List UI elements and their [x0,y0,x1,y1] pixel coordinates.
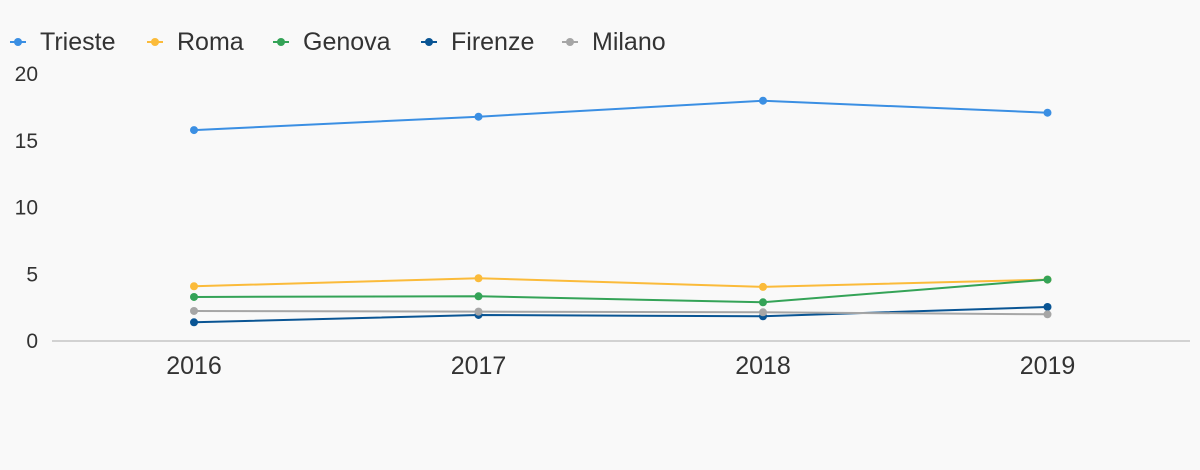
data-point [474,307,483,316]
y-tick-label: 0 [26,330,38,353]
series-line [193,305,1048,324]
data-point [474,112,483,121]
data-point [1043,310,1052,319]
x-tick-label: 2017 [451,352,507,380]
series-trieste [190,96,1052,135]
legend-marker-dot [566,38,574,46]
legend-marker-dot [151,38,159,46]
x-tick-label: 2018 [735,352,791,380]
legend-item-roma[interactable]: Roma [147,28,244,56]
legend-label: Firenze [451,28,534,56]
data-point [190,126,198,135]
y-tick-label: 20 [15,63,38,86]
legend-marker-dot [277,38,285,46]
data-point [759,298,767,307]
data-point [190,292,198,301]
series-line [193,277,1048,288]
legend-item-trieste[interactable]: Trieste [10,28,115,56]
series-group [190,96,1052,327]
data-point [1043,108,1052,117]
legend-label: Milano [592,28,666,56]
x-tick-label: 2019 [1020,352,1076,380]
data-point [759,308,767,317]
data-point [759,282,767,291]
legend-marker-dot [14,38,22,46]
data-point [474,292,483,301]
legend-marker-dot [425,38,433,46]
legend-item-milano[interactable]: Milano [562,28,666,56]
legend-label: Genova [303,28,391,56]
series-line [193,278,1048,304]
y-axis-ticks: 0 5 10 15 20 [15,63,38,353]
series-line [193,309,1048,316]
legend-item-genova[interactable]: Genova [273,28,391,56]
series-line [193,99,1048,132]
series-roma [190,274,1052,291]
legend-label: Roma [177,28,244,56]
legend: Trieste Roma Genova Firenze Milano [10,28,666,56]
y-tick-label: 10 [15,197,38,220]
series-firenze [190,302,1052,327]
data-point [759,96,767,105]
x-tick-label: 2016 [166,352,222,380]
data-point [1043,275,1052,284]
data-point [190,282,198,291]
legend-item-firenze[interactable]: Firenze [421,28,534,56]
data-point [190,306,198,315]
y-tick-label: 5 [26,263,38,286]
series-milano [190,306,1052,319]
data-point [474,274,483,283]
x-axis-ticks: 2016 2017 2018 2019 [166,352,1075,380]
data-point [190,318,198,327]
series-genova [190,275,1052,307]
y-tick-label: 15 [15,130,38,153]
data-point [1043,302,1052,311]
legend-label: Trieste [40,28,115,56]
